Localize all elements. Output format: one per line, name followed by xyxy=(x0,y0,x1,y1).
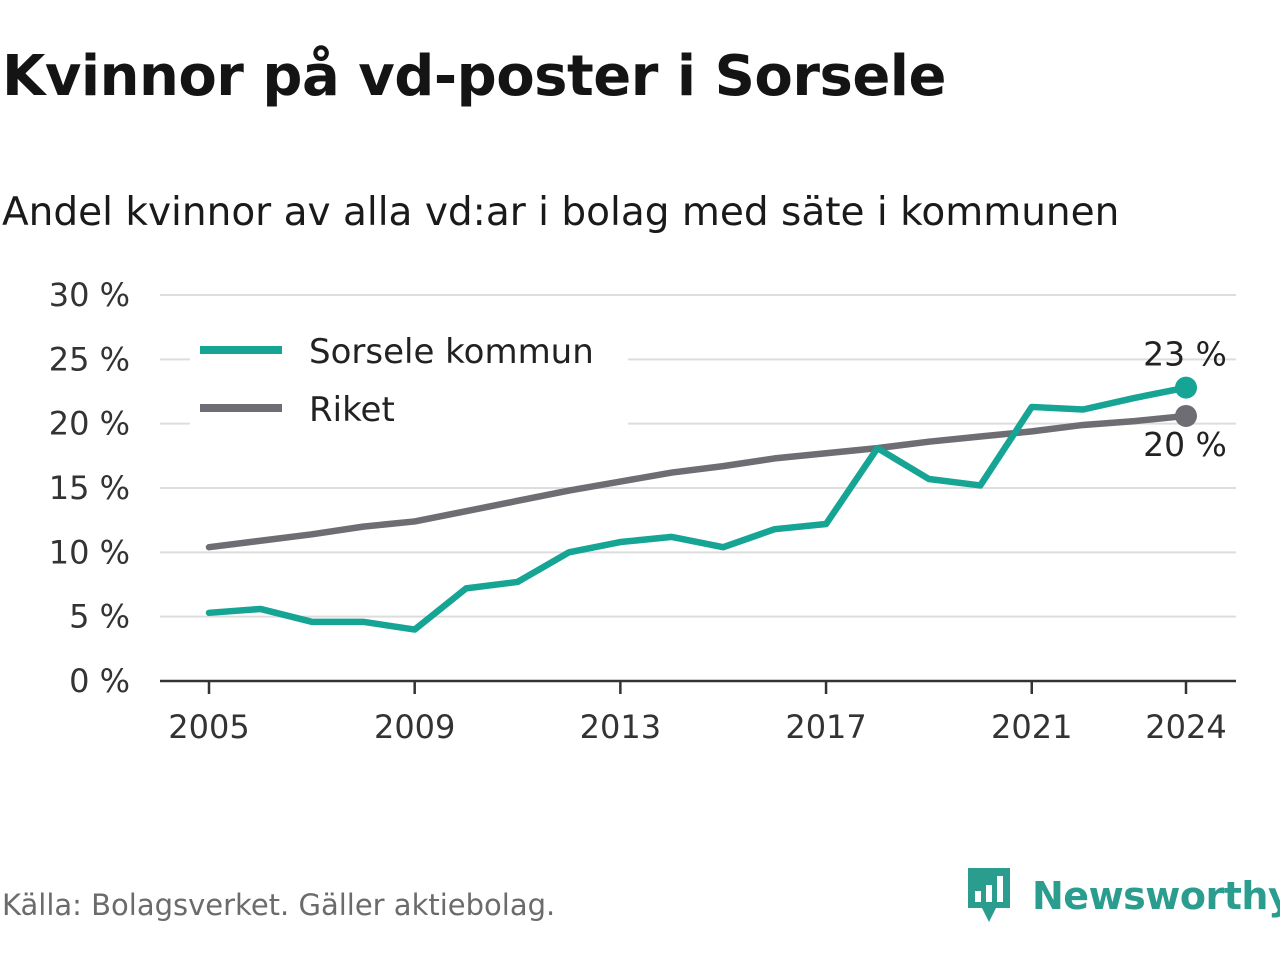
y-tick-label: 15 % xyxy=(49,469,130,507)
legend-background xyxy=(190,318,628,436)
series-line-sorsele xyxy=(205,384,1190,633)
x-axis-ticks: 2005 2009 2013 2017 2021 2024 xyxy=(168,681,1227,746)
y-tick-label: 30 % xyxy=(49,276,130,314)
y-tick-label: 10 % xyxy=(49,533,130,571)
legend-label-riket: Riket xyxy=(309,390,395,430)
y-tick-label: 20 % xyxy=(49,405,130,443)
series-lines xyxy=(205,384,1190,633)
y-tick-label: 0 % xyxy=(69,662,130,700)
end-point-riket xyxy=(1175,404,1197,427)
newsworthy-logo: Newsworthy xyxy=(964,866,1280,926)
series-line-riket xyxy=(205,412,1190,551)
x-tick-label: 2024 xyxy=(1145,708,1226,746)
y-tick-label: 25 % xyxy=(49,340,130,378)
brand-name: Newsworthy xyxy=(1032,874,1280,918)
x-tick-label: 2021 xyxy=(991,708,1072,746)
end-points xyxy=(1175,376,1197,427)
source-note: Källa: Bolagsverket. Gäller aktiebolag. xyxy=(2,888,556,922)
y-tick-label: 5 % xyxy=(69,598,130,636)
end-point-sorsele xyxy=(1175,376,1197,399)
chart-title: Kvinnor på vd-poster i Sorsele xyxy=(2,44,946,109)
legend-label-sorsele: Sorsele kommun xyxy=(309,332,594,372)
legend: Sorsele kommun Riket xyxy=(190,318,628,436)
end-label-riket: 20 % xyxy=(1143,425,1227,464)
end-label-sorsele: 23 % xyxy=(1143,335,1227,374)
x-tick-label: 2005 xyxy=(168,708,249,746)
x-tick-label: 2017 xyxy=(785,708,866,746)
y-axis-ticks: 0 % 5 % 10 % 15 % 20 % 25 % 30 % xyxy=(49,276,130,700)
x-tick-label: 2013 xyxy=(580,708,661,746)
x-tick-label: 2009 xyxy=(374,708,455,746)
bar-chart-pin-icon xyxy=(968,868,1010,922)
chart-subtitle: Andel kvinnor av alla vd:ar i bolag med … xyxy=(2,190,1120,235)
line-chart: 0 %5 %10 %15 %20 %25 %30 % 2005 2009 2013 2… xyxy=(49,276,1236,746)
